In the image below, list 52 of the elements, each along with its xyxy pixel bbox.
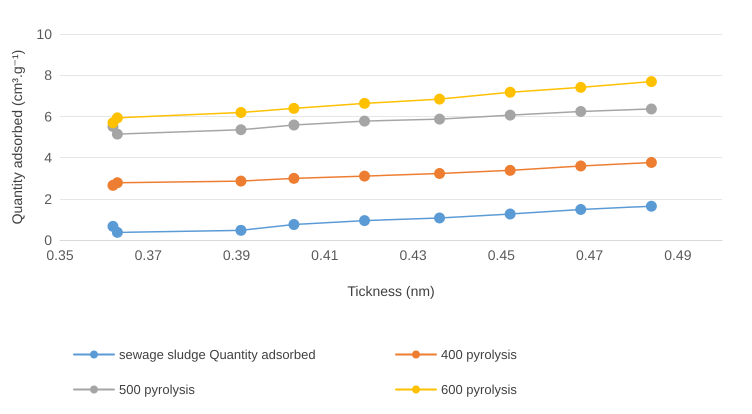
legend-label: 500 pyrolysis <box>119 382 196 397</box>
point <box>646 157 657 168</box>
point <box>288 219 300 230</box>
legend-label: 400 pyrolysis <box>441 347 518 362</box>
legend-label: sewage sludge Quantity adsorbed <box>119 347 316 362</box>
x-tick-label: 0.39 <box>222 247 250 263</box>
y-tick-label: 4 <box>44 150 52 166</box>
point <box>235 124 246 136</box>
point <box>288 102 300 114</box>
x-tick-label: 0.49 <box>664 247 692 263</box>
y-tick-label: 2 <box>44 190 52 207</box>
y-axis-title: Quantity adsorbed (cm³.g⁻¹) <box>9 50 25 224</box>
point <box>235 176 246 187</box>
y-tick-label: 10 <box>36 26 52 42</box>
point <box>575 204 586 216</box>
point <box>504 110 516 121</box>
point <box>434 94 446 105</box>
point <box>112 128 123 140</box>
point <box>646 200 657 212</box>
point <box>434 114 446 125</box>
y-tick-label: 6 <box>44 108 52 124</box>
point <box>646 76 657 88</box>
point <box>575 106 586 117</box>
point <box>434 168 446 179</box>
point <box>235 224 246 236</box>
x-tick-label: 0.43 <box>399 247 427 263</box>
point <box>235 106 246 118</box>
point <box>359 170 370 182</box>
legend-label: 600 pyrolysis <box>441 382 518 397</box>
x-tick-label: 0.45 <box>488 247 516 263</box>
point <box>359 98 370 109</box>
point <box>288 120 300 131</box>
point <box>359 116 370 127</box>
y-tick-label: 8 <box>44 67 52 84</box>
x-tick-label: 0.47 <box>576 247 604 263</box>
point <box>646 103 657 114</box>
y-tick-label: 0 <box>44 232 52 248</box>
x-axis-title: Tickness (nm) <box>347 283 435 299</box>
x-tick-label: 0.35 <box>46 247 74 263</box>
x-tick-label: 0.37 <box>134 247 162 263</box>
point <box>575 82 586 93</box>
point <box>504 86 516 98</box>
x-tick-label: 0.41 <box>311 247 339 263</box>
point <box>112 112 123 124</box>
point <box>359 215 370 226</box>
point <box>112 177 123 188</box>
point <box>504 164 516 176</box>
point <box>112 226 123 238</box>
point <box>575 160 586 172</box>
point <box>288 172 300 184</box>
point <box>504 208 516 220</box>
point <box>434 212 446 224</box>
